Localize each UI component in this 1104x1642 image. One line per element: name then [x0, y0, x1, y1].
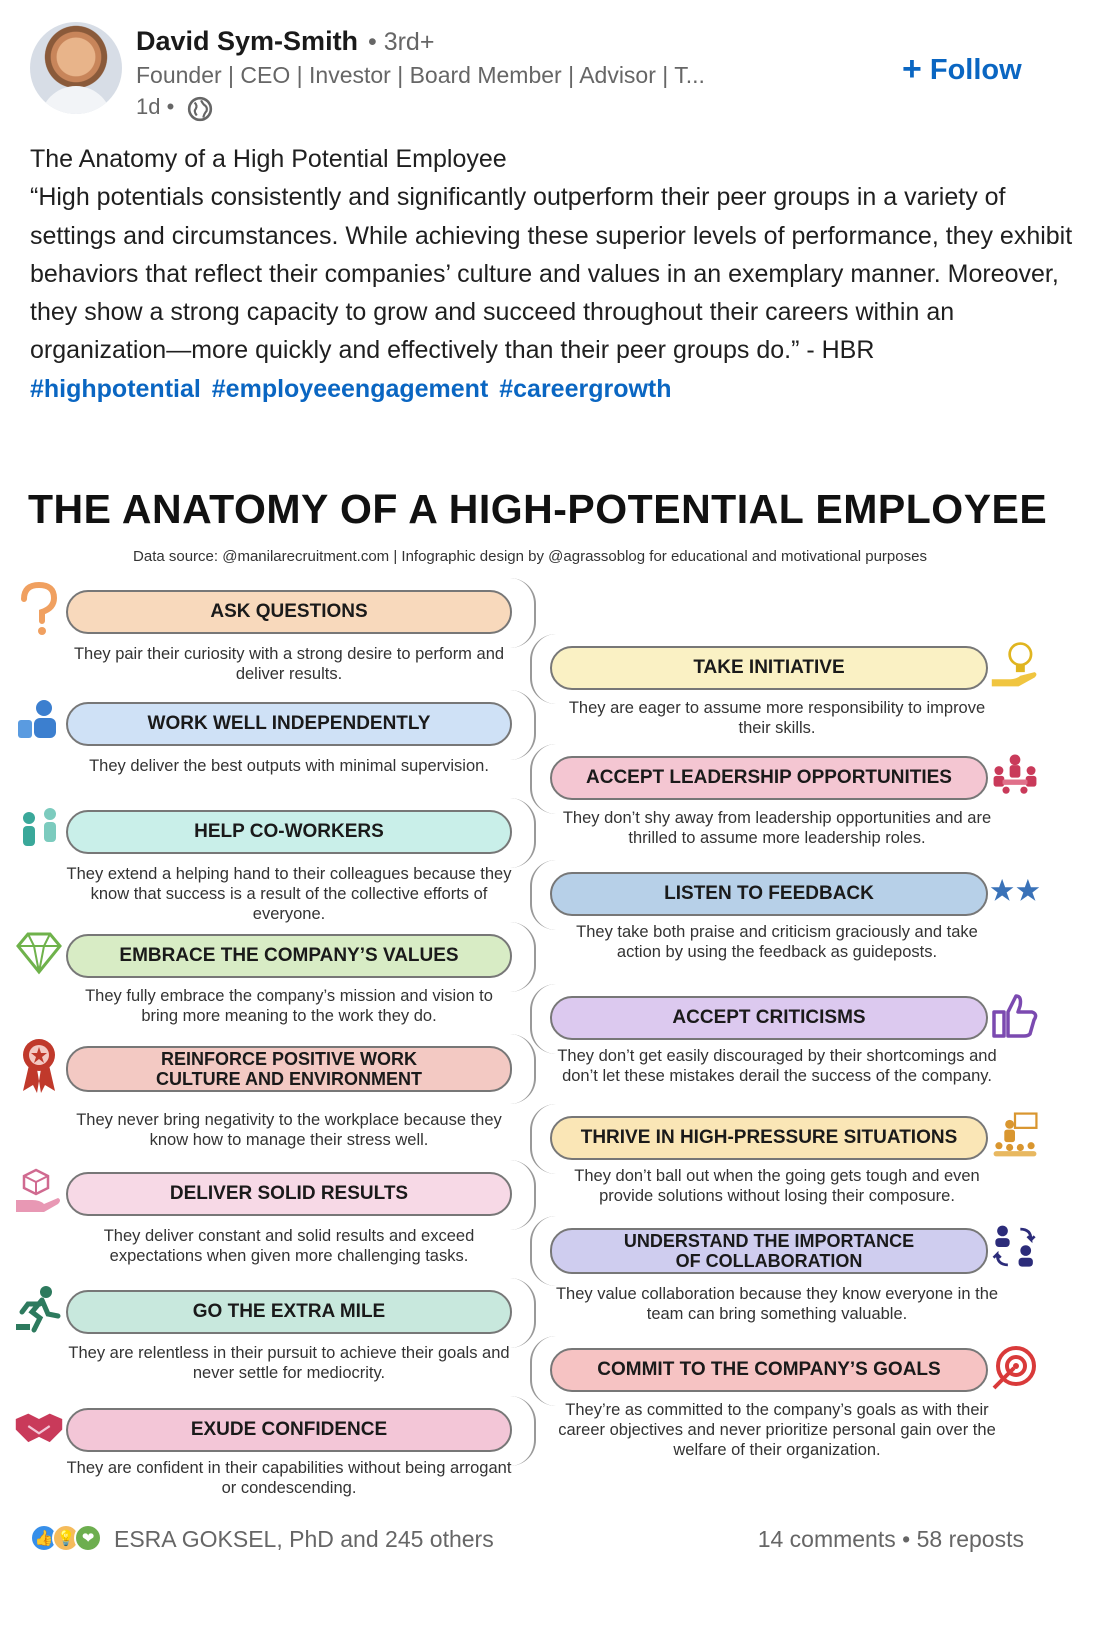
post-quote: “High potentials consistently and signif…: [30, 183, 1073, 365]
trait-label: EXUDE CONFIDENCE: [66, 1408, 512, 1452]
team-meeting-icon: [990, 750, 1040, 800]
trait-label: DELIVER SOLID RESULTS: [66, 1172, 512, 1216]
trait-label: HELP CO-WORKERS: [66, 810, 512, 854]
trait-label: THRIVE IN HIGH-PRESSURE SITUATIONS: [550, 1116, 988, 1160]
trait-label: ACCEPT LEADERSHIP OPPORTUNITIES: [550, 756, 988, 800]
item-bracket: [510, 1396, 536, 1466]
trait-label: TAKE INITIATIVE: [550, 646, 988, 690]
trait-description: They don’t ball out when the going gets …: [574, 1167, 980, 1205]
trait-description: They never bring negativity to the workp…: [76, 1111, 502, 1149]
trait-description: They extend a helping hand to their coll…: [66, 865, 512, 923]
hashtag-link[interactable]: #careergrowth: [499, 374, 672, 403]
plus-icon: +: [902, 50, 922, 88]
target-icon: [990, 1342, 1040, 1392]
support-reaction-icon: ❤: [74, 1524, 102, 1552]
question-mark-icon: [14, 581, 64, 635]
award-ribbon-icon: [14, 1039, 64, 1093]
engagement-stats: 14 comments • 58 reposts: [758, 1526, 1024, 1553]
item-bracket: [530, 860, 556, 930]
lightbulb-hand-icon: [990, 640, 1040, 690]
avatar[interactable]: [30, 22, 122, 114]
exchange-people-icon: [990, 1222, 1040, 1272]
infographic-title: THE ANATOMY OF A HIGH-POTENTIAL EMPLOYEE: [28, 486, 1048, 532]
post-footer: 👍 💡 ❤ ESRA GOKSEL, PhD and 245 others 14…: [0, 1518, 1104, 1642]
box-hand-icon: [14, 1166, 64, 1216]
item-bracket: [530, 984, 556, 1054]
item-bracket: [530, 1216, 556, 1286]
trait-description: They’re as committed to the company’s go…: [558, 1401, 996, 1459]
infographic-image[interactable]: THE ANATOMY OF A HIGH-POTENTIAL EMPLOYEE…: [0, 468, 1104, 1518]
reactions-count[interactable]: ESRA GOKSEL, PhD and 245 others: [114, 1526, 494, 1552]
trait-description: They fully embrace the company’s mission…: [85, 987, 493, 1025]
connection-degree: • 3rd+: [368, 28, 435, 56]
trait-description: They are relentless in their pursuit to …: [68, 1344, 510, 1382]
diamond-icon: [14, 928, 64, 978]
trait-label: COMMIT TO THE COMPANY’S GOALS: [550, 1348, 988, 1392]
post-body: The Anatomy of a High Potential Employee…: [30, 140, 1080, 408]
trait-label: GO THE EXTRA MILE: [66, 1290, 512, 1334]
reaction-icons[interactable]: 👍 💡 ❤: [30, 1524, 102, 1552]
item-bracket: [510, 690, 536, 760]
handshake-icon: [14, 1402, 64, 1452]
item-bracket: [530, 1104, 556, 1174]
trait-label: ASK QUESTIONS: [66, 590, 512, 634]
thumbs-up-icon: [990, 990, 1040, 1040]
trait-description: They take both praise and criticism grac…: [576, 923, 978, 961]
trait-description: They are eager to assume more responsibi…: [568, 699, 986, 737]
follow-button[interactable]: + Follow: [902, 50, 1022, 88]
item-bracket: [530, 634, 556, 704]
trait-label: WORK WELL INDEPENDENTLY: [66, 702, 512, 746]
helping-people-icon: [14, 804, 64, 854]
presenter-icon: [990, 1110, 1040, 1160]
running-person-icon: [14, 1284, 64, 1334]
stars-icon: [990, 866, 1040, 916]
author-headline: Founder | CEO | Investor | Board Member …: [136, 62, 705, 88]
globe-icon: [187, 96, 213, 122]
trait-description: They don’t get easily discouraged by the…: [557, 1047, 997, 1085]
item-bracket: [530, 1336, 556, 1406]
trait-label: LISTEN TO FEEDBACK: [550, 872, 988, 916]
item-bracket: [510, 1034, 536, 1104]
trait-label: EMBRACE THE COMPANY’S VALUES: [66, 934, 512, 978]
trait-description: They pair their curiosity with a strong …: [73, 645, 505, 683]
item-bracket: [510, 1160, 536, 1230]
trait-description: They don’t shy away from leadership oppo…: [562, 809, 992, 847]
reposts-count[interactable]: 58 reposts: [916, 1526, 1024, 1552]
follow-label: Follow: [929, 54, 1022, 86]
trait-label: ACCEPT CRITICISMS: [550, 996, 988, 1040]
post-time: 1d •: [136, 94, 175, 119]
item-bracket: [510, 1278, 536, 1348]
stats-separator: •: [902, 1526, 911, 1552]
trait-label: UNDERSTAND THE IMPORTANCE OF COLLABORATI…: [550, 1228, 988, 1274]
worker-desk-icon: [14, 696, 64, 746]
item-bracket: [510, 798, 536, 868]
trait-description: They value collaboration because they kn…: [555, 1285, 999, 1323]
item-bracket: [510, 578, 536, 648]
trait-description: They deliver constant and solid results …: [103, 1227, 475, 1265]
post-header: David Sym-Smith • 3rd+ Founder | CEO | I…: [0, 0, 1104, 140]
author-name[interactable]: David Sym-Smith: [136, 26, 359, 56]
trait-label: REINFORCE POSITIVE WORK CULTURE AND ENVI…: [66, 1046, 512, 1092]
hashtag-link[interactable]: #employeeengagement: [211, 374, 489, 403]
hashtag-link[interactable]: #highpotential: [30, 374, 201, 403]
trait-description: They are confident in their capabilities…: [66, 1459, 512, 1497]
hashtags: #highpotential #employeeengagement #care…: [30, 370, 1080, 408]
infographic-source: Data source: @manilarecruitment.com | In…: [133, 548, 927, 565]
comments-count[interactable]: 14 comments: [757, 1526, 896, 1552]
trait-description: They deliver the best outputs with minim…: [89, 757, 489, 775]
post-title: The Anatomy of a High Potential Employee: [30, 145, 507, 173]
item-bracket: [510, 922, 536, 992]
item-bracket: [530, 744, 556, 814]
